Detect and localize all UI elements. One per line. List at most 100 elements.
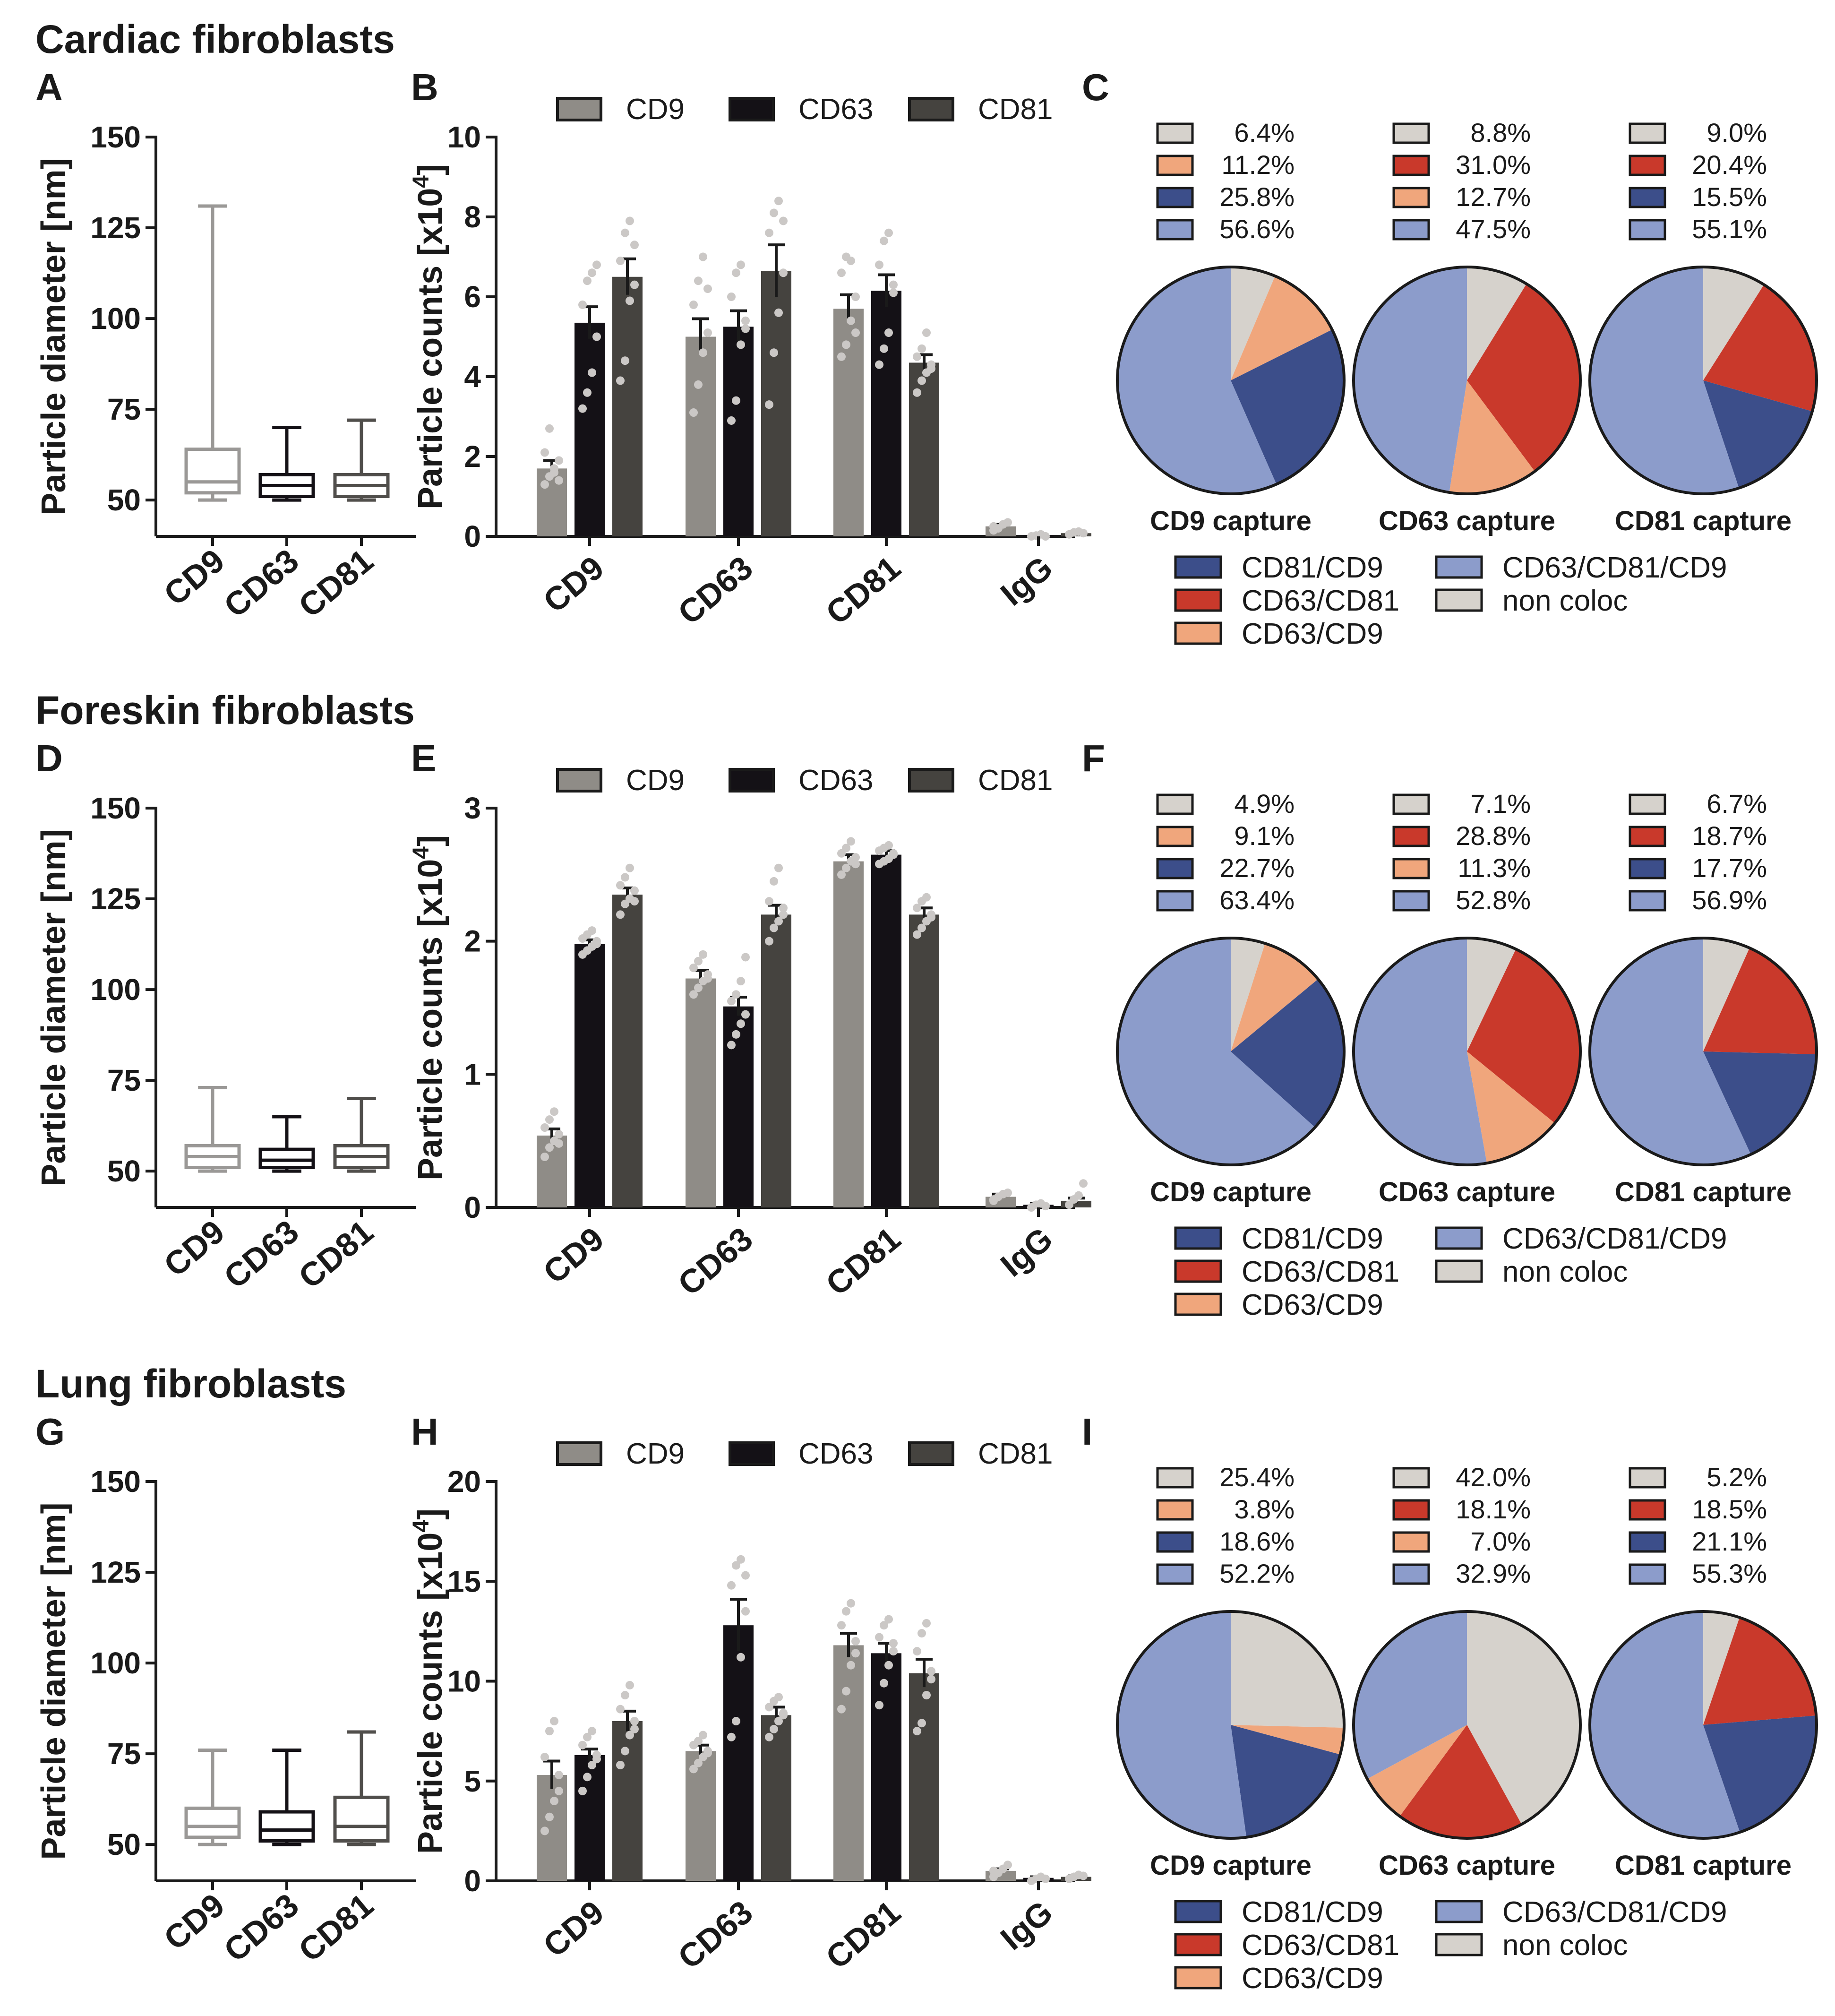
legend-swatch-cd81 [908,1441,954,1466]
y-axis-title-end: ] [412,1508,449,1520]
y-tick-label: 8 [464,200,481,234]
box-iqr [184,1806,241,1839]
y-tick-label: 75 [107,392,141,426]
pie-value-swatch [1156,858,1194,879]
bar-cd81-cd9 [612,1721,643,1881]
data-point [621,228,629,237]
data-point [737,340,745,349]
pie-value-label: 15.5% [1692,182,1767,212]
pie-outline [1352,266,1582,495]
pie-value-label: 32.9% [1456,1559,1531,1588]
panel-letter: E [411,737,436,779]
data-point [621,356,629,365]
pie-value-swatch [1629,122,1666,144]
data-point [732,990,740,999]
pie-caption: CD9 capture [1150,1850,1312,1881]
pie-value-label: 18.7% [1692,821,1767,851]
data-point [694,956,703,965]
pie-caption: CD9 capture [1150,506,1312,536]
data-point [689,300,698,309]
pie-outline [1116,1610,1346,1840]
y-axis-title-exponent: 4 [409,175,434,188]
data-point [550,1107,558,1116]
pie-slice-cd81-cd9 [1231,1725,1340,1837]
data-point [765,937,773,946]
pie-slice-cd63-cd9 [1467,1051,1555,1163]
panel-letter: F [1082,737,1105,779]
x-tick-label: CD9 [157,1887,231,1957]
legend-label: CD63 [798,1438,874,1470]
data-point [922,328,931,337]
legend-swatch-cd81-cd9 [1174,1900,1222,1923]
pie-slice-cd63-cd81-cd9 [1354,267,1467,492]
y-tick-label: 0 [464,1864,481,1898]
data-point [550,1797,558,1805]
data-point [616,881,625,890]
data-point [545,1143,554,1152]
pie-value-swatch [1629,858,1666,879]
bar-cd63-cd9 [575,322,605,536]
data-point [913,1647,921,1656]
figure-row-cardiac-fibroblasts: Cardiac fibroblastsA5075100125150Particl… [35,17,1818,650]
data-point [741,324,750,333]
data-point [1041,1202,1050,1211]
data-point [927,1675,935,1684]
section-title: Lung fibroblasts [35,1361,346,1406]
data-point [732,1717,740,1725]
pie-value-label: 20.4% [1692,150,1767,180]
pie-slice-cd63-cd9 [1449,380,1535,494]
data-point [616,376,625,385]
data-point [847,837,855,846]
data-point [847,256,855,265]
data-point [837,268,846,277]
pie-slice-non-coloc [1467,267,1526,380]
pie-value-label: 8.8% [1470,118,1531,147]
pie-value-swatch [1156,1531,1194,1553]
data-point [779,216,788,225]
data-point [626,1680,634,1689]
pie-slice-cd63-cd81 [1703,1617,1817,1725]
x-tick-label: CD81 [819,1220,907,1303]
data-point [626,863,634,872]
pie-caption: CD81 capture [1615,1177,1792,1207]
y-tick-label: 100 [90,302,141,336]
data-point [727,416,736,425]
data-point [689,990,698,999]
x-tick-label: CD9 [536,549,610,620]
data-point [913,352,921,361]
pie-value-swatch [1392,1563,1430,1585]
legend-label: CD81/CD9 [1242,1896,1383,1929]
data-point [1074,1191,1083,1200]
legend-label: CD63/CD81/CD9 [1502,1223,1727,1255]
pie-caption: CD81 capture [1615,1850,1792,1881]
data-point [578,1740,587,1749]
pie-chart: 6.4% 11.2%25.8%56.6% CD9 capture [1116,118,1346,536]
data-point [851,1637,860,1646]
box-iqr [184,448,241,495]
x-tick-label: CD63 [671,1220,759,1303]
data-point [779,1709,788,1718]
pie-value-swatch [1392,122,1430,144]
legend-swatch-cd63-cd81-cd9 [1435,1226,1483,1250]
pie-value-swatch [1629,187,1666,208]
legend-label: CD63/CD81/CD9 [1502,551,1727,584]
bar-cd81-cd81 [909,362,939,536]
bar-cd9-cd81 [833,1645,864,1881]
x-tick-label: CD63 [217,1887,305,1969]
box-iqr [258,1810,315,1843]
data-point [884,328,893,337]
pie-outline [1116,266,1346,495]
legend-label: CD63 [798,93,874,126]
data-point [774,917,783,926]
x-tick-label: CD63 [217,542,305,625]
pie-value-swatch [1392,1467,1430,1489]
pie-value-label: 52.2% [1219,1559,1295,1588]
data-point [880,1679,888,1688]
y-axis-title-main: Particle counts [x10 [412,859,449,1180]
